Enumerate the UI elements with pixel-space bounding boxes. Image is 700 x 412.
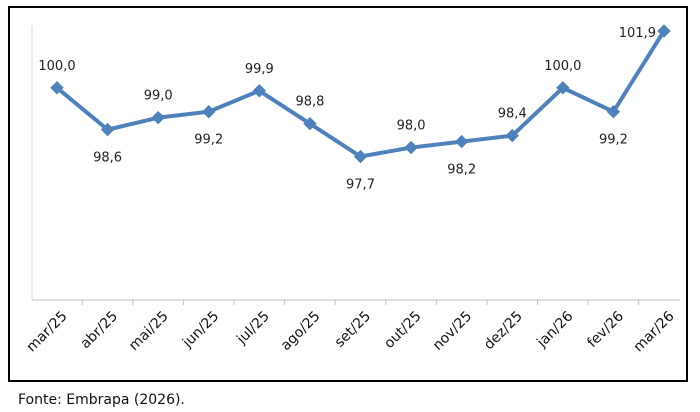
data-label: 99,2 (194, 133, 223, 148)
x-tick-label: set/25 (332, 308, 374, 350)
x-tick-label: ago/25 (278, 308, 324, 354)
x-tick-label: jan/26 (533, 308, 576, 351)
source-note: Fonte: Embrapa (2026). (18, 392, 185, 408)
data-label: 98,8 (295, 95, 324, 110)
data-label: 99,0 (144, 89, 173, 104)
x-tick-label: dez/25 (481, 308, 526, 353)
data-point-marker (252, 84, 267, 98)
data-point-marker (505, 128, 519, 143)
data-point-marker (303, 116, 317, 131)
x-tick-label: mar/26 (631, 308, 678, 355)
data-point-marker (151, 110, 165, 125)
x-tick-label: nov/25 (430, 308, 475, 353)
data-point-marker (606, 104, 621, 119)
data-label: 97,7 (346, 178, 375, 193)
data-point-marker (202, 104, 216, 119)
data-point-marker (353, 149, 368, 164)
x-tick-label: jun/25 (179, 308, 222, 351)
x-tick-label: mai/25 (126, 308, 172, 354)
data-label: 99,2 (599, 133, 628, 148)
x-tick-label: fev/26 (584, 308, 627, 351)
data-point-marker (657, 24, 671, 38)
data-point-marker (404, 140, 418, 155)
data-point-marker (50, 81, 64, 95)
data-label: 101,9 (619, 26, 656, 41)
x-tick-label: out/25 (381, 308, 424, 351)
data-label: 99,9 (245, 62, 274, 77)
x-tick-label: jul/25 (233, 308, 273, 348)
x-tick-label: mar/25 (24, 308, 71, 355)
data-label: 98,6 (93, 151, 122, 166)
data-label: 100,0 (544, 59, 581, 74)
data-point-marker (100, 122, 115, 137)
chart-frame: 100,0 98,6 99,0 99,2 99,9 98,8 97,7 98,0 98,2 98,… (8, 6, 688, 382)
data-label: 100,0 (38, 59, 75, 74)
data-label: 98,0 (397, 119, 426, 134)
data-point-marker (454, 134, 469, 149)
line-chart: 100,0 98,6 99,0 99,2 99,9 98,8 97,7 98,0 98,2 98,… (24, 24, 680, 355)
x-tick-label: abr/25 (78, 308, 122, 352)
data-point-marker (556, 81, 570, 95)
data-label: 98,2 (447, 163, 476, 178)
data-label: 98,4 (498, 107, 527, 122)
